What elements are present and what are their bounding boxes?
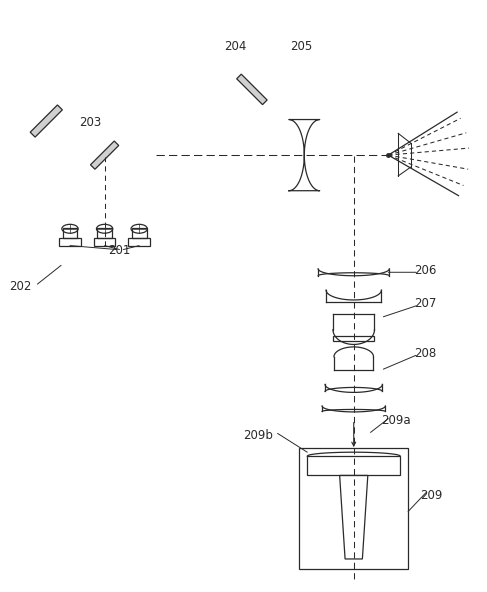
Bar	[59, 238, 81, 246]
Text: 209a: 209a	[381, 414, 411, 427]
Text: 207: 207	[414, 297, 436, 310]
Text: 208: 208	[414, 347, 436, 360]
Text: 203: 203	[78, 115, 101, 128]
Text: 202: 202	[9, 279, 32, 292]
Bar	[307, 456, 400, 475]
Polygon shape	[237, 74, 267, 105]
Text: 204: 204	[224, 40, 246, 53]
Bar	[129, 238, 150, 246]
Bar	[94, 238, 115, 246]
Polygon shape	[91, 141, 119, 169]
Bar	[63, 229, 77, 237]
Bar	[333, 336, 375, 342]
Polygon shape	[30, 105, 62, 137]
Text: 209b: 209b	[243, 429, 273, 442]
Bar	[300, 448, 408, 569]
Text: 209: 209	[420, 489, 442, 502]
Bar	[132, 229, 147, 237]
Text: 206: 206	[414, 264, 436, 277]
Text: 205: 205	[290, 40, 313, 53]
Bar	[97, 229, 112, 237]
Text: 201: 201	[108, 244, 131, 257]
